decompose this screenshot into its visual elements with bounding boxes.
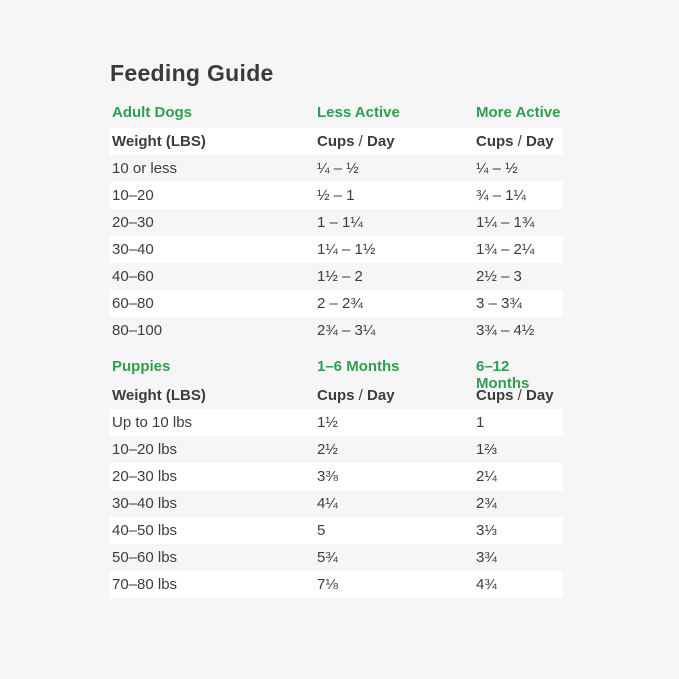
- table-row: 20–30 1 – 1¼ 1¼ – 1¾: [110, 209, 563, 236]
- weight-column-header: Weight (LBS): [112, 387, 206, 404]
- table-row: 10–20 ½ – 1 ¾ – 1¼: [110, 182, 563, 209]
- cups-per-day-header: Cups / Day: [476, 133, 563, 150]
- cups-label: Cups: [317, 387, 355, 404]
- puppies-table-group-header: Puppies 1–6 Months 6–12 Months: [110, 358, 563, 392]
- weight-range-cell: 70–80 lbs: [112, 576, 178, 593]
- weight-range-cell: 30–40 lbs: [112, 495, 178, 512]
- more-active-cups-cell: ¾ – 1¼: [476, 187, 527, 204]
- table-row: 40–60 1½ – 2 2½ – 3: [110, 263, 563, 290]
- cups-label: Cups: [317, 133, 355, 150]
- cups-1-6-months-cell: 4¼: [317, 495, 338, 512]
- table-row: 80–100 2¾ – 3¼ 3¾ – 4½: [110, 317, 563, 344]
- table-row: Up to 10 lbs 1½ 1: [110, 409, 563, 436]
- more-active-cups-cell: 1¼ – 1¾: [476, 214, 535, 231]
- cups-per-day-header: Cups / Day: [476, 387, 563, 404]
- weight-range-cell: 10 or less: [112, 160, 178, 177]
- cups-1-6-months-cell: 1½: [317, 414, 338, 431]
- cups-6-12-months-cell: 4¾: [476, 576, 497, 593]
- more-active-cups-cell: 3¾ – 4½: [476, 322, 535, 339]
- cups-1-6-months-cell: 3⅜: [317, 468, 338, 485]
- cups-6-12-months-cell: 3⅓: [476, 522, 497, 539]
- puppies-table: Puppies 1–6 Months 6–12 Months Weight (L…: [110, 358, 563, 598]
- less-active-cups-cell: 2¾ – 3¼: [317, 322, 376, 339]
- more-active-cups-cell: 2½ – 3: [476, 268, 522, 285]
- weight-range-cell: 80–100: [112, 322, 163, 339]
- day-label: Day: [367, 387, 395, 404]
- less-active-cups-cell: 1¼ – 1½: [317, 241, 376, 258]
- slash: /: [354, 133, 368, 150]
- more-active-cups-cell: 3 – 3¾: [476, 295, 522, 312]
- cups-6-12-months-cell: 3¾: [476, 549, 497, 566]
- cups-1-6-months-cell: 7⅛: [317, 576, 338, 593]
- weight-range-cell: Up to 10 lbs: [112, 414, 193, 431]
- slash: /: [513, 387, 527, 404]
- puppies-table-column-headers: Weight (LBS) Cups / Day Cups / Day: [110, 382, 563, 409]
- weight-range-cell: 30–40: [112, 241, 154, 258]
- weight-column-header: Weight (LBS): [112, 133, 206, 150]
- more-active-cups-cell: 1¾ – 2¼: [476, 241, 535, 258]
- page-title: Feeding Guide: [110, 60, 274, 86]
- column-group-more-active: More Active: [476, 104, 561, 121]
- cups-6-12-months-cell: 1: [476, 414, 485, 431]
- cups-6-12-months-cell: 2¾: [476, 495, 497, 512]
- column-group-1-6-months: 1–6 Months: [317, 358, 400, 375]
- adult-table-group-header: Adult Dogs Less Active More Active: [110, 104, 563, 121]
- day-label: Day: [526, 133, 554, 150]
- cups-1-6-months-cell: 5: [317, 522, 326, 539]
- table-row: 10–20 lbs 2½ 1⅔: [110, 436, 563, 463]
- weight-range-cell: 60–80: [112, 295, 154, 312]
- cups-1-6-months-cell: 5¾: [317, 549, 338, 566]
- less-active-cups-cell: 1 – 1¼: [317, 214, 363, 231]
- table-row: 70–80 lbs 7⅛ 4¾: [110, 571, 563, 598]
- cups-6-12-months-cell: 1⅔: [476, 441, 497, 458]
- more-active-cups-cell: ¼ – ½: [476, 160, 518, 177]
- cups-label: Cups: [476, 387, 514, 404]
- table-row: 60–80 2 – 2¾ 3 – 3¾: [110, 290, 563, 317]
- less-active-cups-cell: 2 – 2¾: [317, 295, 363, 312]
- section-label-adult-dogs: Adult Dogs: [112, 104, 192, 121]
- weight-range-cell: 10–20: [112, 187, 154, 204]
- table-row: 40–50 lbs 5 3⅓: [110, 517, 563, 544]
- column-group-6-12-months: 6–12 Months: [476, 358, 530, 392]
- table-row: 20–30 lbs 3⅜ 2¼: [110, 463, 563, 490]
- adult-table-column-headers: Weight (LBS) Cups / Day Cups / Day: [110, 128, 563, 155]
- cups-1-6-months-cell: 2½: [317, 441, 338, 458]
- weight-range-cell: 40–60: [112, 268, 154, 285]
- day-label: Day: [526, 387, 554, 404]
- adult-dogs-table: Adult Dogs Less Active More Active Weigh…: [110, 104, 563, 344]
- weight-range-cell: 40–50 lbs: [112, 522, 178, 539]
- less-active-cups-cell: ¼ – ½: [317, 160, 359, 177]
- table-row: 10 or less ¼ – ½ ¼ – ½: [110, 155, 563, 182]
- column-group-less-active: Less Active: [317, 104, 400, 121]
- weight-range-cell: 20–30 lbs: [112, 468, 178, 485]
- weight-range-cell: 10–20 lbs: [112, 441, 178, 458]
- less-active-cups-cell: 1½ – 2: [317, 268, 363, 285]
- cups-per-day-header: Cups / Day: [317, 133, 476, 150]
- slash: /: [354, 387, 368, 404]
- section-label-puppies: Puppies: [112, 358, 171, 375]
- cups-per-day-header: Cups / Day: [317, 387, 476, 404]
- table-row: 30–40 1¼ – 1½ 1¾ – 2¼: [110, 236, 563, 263]
- less-active-cups-cell: ½ – 1: [317, 187, 355, 204]
- weight-range-cell: 50–60 lbs: [112, 549, 178, 566]
- slash: /: [513, 133, 527, 150]
- weight-range-cell: 20–30: [112, 214, 154, 231]
- table-row: 30–40 lbs 4¼ 2¾: [110, 490, 563, 517]
- feeding-guide: Feeding Guide Adult Dogs Less Active Mor…: [110, 60, 563, 598]
- cups-6-12-months-cell: 2¼: [476, 468, 497, 485]
- cups-label: Cups: [476, 133, 514, 150]
- table-row: 50–60 lbs 5¾ 3¾: [110, 544, 563, 571]
- day-label: Day: [367, 133, 395, 150]
